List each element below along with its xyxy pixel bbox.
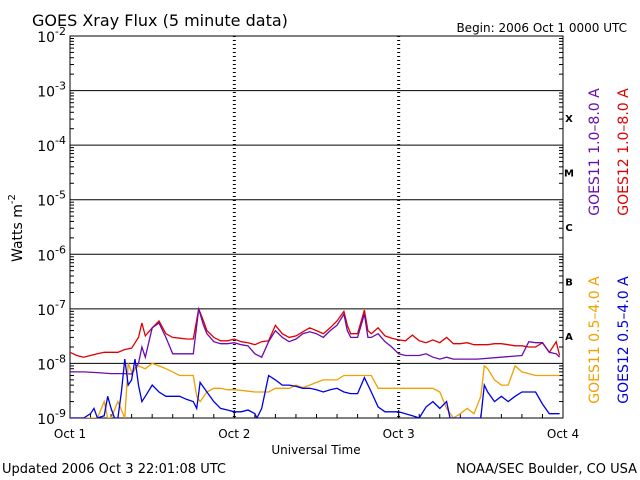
credit-label: NOAA/SEC Boulder, CO USA [456, 462, 637, 477]
y-tick-label: 10-2 [37, 25, 66, 46]
flare-class-label: C [565, 223, 572, 234]
series-line [70, 306, 561, 358]
y-tick-label: 10-4 [37, 134, 66, 155]
day-boundary-ticks [69, 36, 564, 418]
chart-title: GOES Xray Flux (5 minute data) [32, 11, 288, 30]
legend-entry: GOES11 0.5–4.0 A [587, 276, 603, 404]
series-lines [70, 306, 561, 418]
legend-entry: GOES11 1.0–8.0 A [587, 88, 603, 216]
plot-border [69, 35, 564, 419]
flare-class-label: B [565, 278, 573, 289]
decade-gridlines [70, 37, 563, 403]
flare-class-labels: X M C B A [564, 114, 574, 343]
legend-entry: GOES12 0.5–4.0 A [616, 276, 632, 404]
x-tick-labels: Oct 1 Oct 2 Oct 3 Oct 4 [54, 427, 579, 441]
y-axis-label: Watts m-2 [7, 194, 26, 262]
x-tick-label: Oct 4 [547, 427, 579, 441]
y-tick-labels: 10-2 10-3 10-4 10-5 10-6 10-7 10-8 10-9 [37, 25, 66, 428]
series-line [70, 308, 561, 375]
flare-class-label: X [565, 114, 573, 125]
flare-class-label: A [565, 332, 573, 343]
legend-entry: GOES12 1.0–8.0 A [616, 88, 632, 216]
series-line [70, 358, 560, 418]
series-line [70, 362, 560, 418]
y-tick-label: 10-8 [37, 352, 66, 373]
x-tick-label: Oct 1 [54, 427, 86, 441]
x-axis-label: Universal Time [271, 443, 360, 457]
legend: GOES11 1.0–8.0 A GOES12 1.0–8.0 A GOES11 0… [587, 88, 632, 404]
flare-class-label: M [564, 168, 574, 179]
plot-frame [69, 35, 564, 419]
begin-label: Begin: 2006 Oct 1 0000 UTC [456, 21, 627, 35]
x-tick-label: Oct 3 [383, 427, 415, 441]
y-tick-label: 10-7 [37, 298, 66, 319]
x-tick-label: Oct 2 [218, 427, 250, 441]
updated-timestamp: Updated 2006 Oct 3 22:01:08 UTC [2, 462, 226, 477]
y-tick-label: 10-9 [37, 407, 66, 428]
y-tick-label: 10-3 [37, 80, 66, 101]
y-tick-label: 10-6 [37, 243, 66, 264]
y-tick-label: 10-5 [37, 189, 66, 210]
